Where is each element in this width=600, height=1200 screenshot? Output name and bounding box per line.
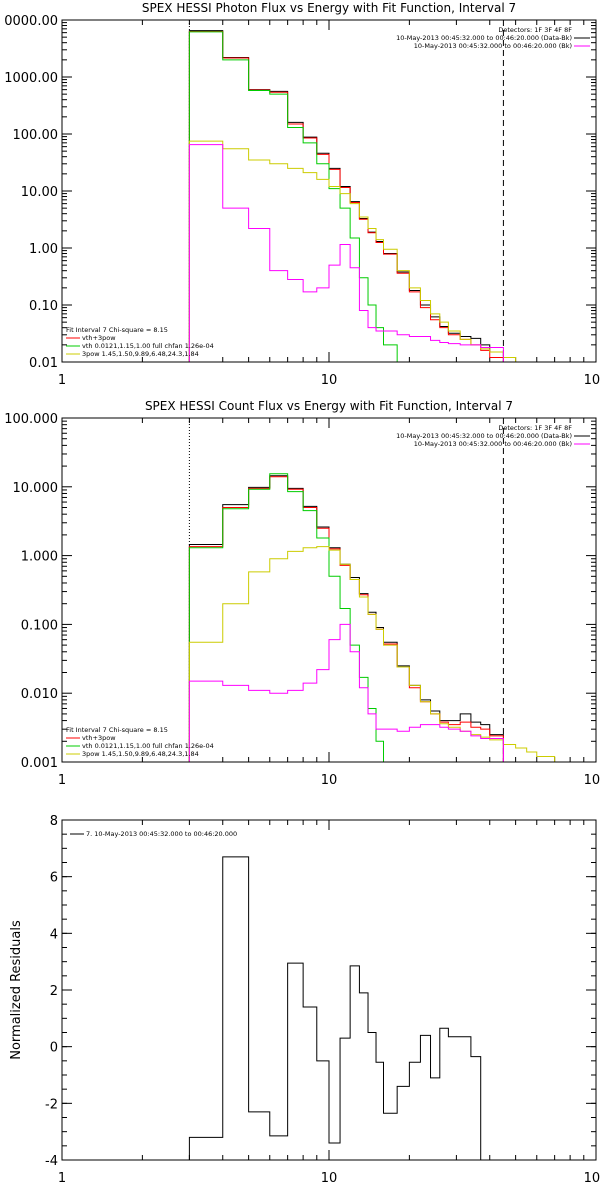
- plot-frame: [61, 417, 597, 763]
- legend-bottom-left-item: vth 0.0121,1.15,1.00 full chfan 1.26e-04: [82, 742, 214, 750]
- y-tick-label: 0000.00: [4, 14, 58, 29]
- y-tick-label: -4: [45, 1154, 58, 1169]
- chart-panel-2: SPEX HESSI Count Flux vs Energy with Fit…: [4, 399, 600, 788]
- legend-top-right-item: Detectors: 1F 3F 4F 8F: [498, 424, 572, 432]
- x-tick-label: 10: [321, 773, 338, 788]
- chart-panel-1: SPEX HESSI Photon Flux vs Energy with Fi…: [4, 1, 600, 388]
- series-3pow: [188, 140, 528, 362]
- y-tick-label: 10.00: [21, 185, 58, 200]
- legend-top-left-item: 7. 10-May-2013 00:45:32.000 to 00:46:20.…: [86, 830, 237, 838]
- legend-bottom-left-item: Fit Interval 7 Chi-square = 8.15: [66, 326, 168, 334]
- series-vth: [188, 473, 398, 762]
- legend-top-right-item: Detectors: 1F 3F 4F 8F: [498, 26, 572, 34]
- legend-top-right-item: 10-May-2013 00:45:32.000 to 00:46:20.000…: [396, 34, 572, 42]
- plot-area: [188, 856, 482, 1160]
- legend-bottom-left-item: Fit Interval 7 Chi-square = 8.15: [66, 726, 168, 734]
- chart-panel-3: 1 10 100 -4 -2 0 2 4 6 8 Normalized Residuals 7. 10…: [9, 814, 600, 1186]
- legend-top-right-item: 10-May-2013 00:45:32.000 to 00:46:20.000…: [396, 432, 572, 440]
- x-tick-label: 10: [321, 1171, 338, 1186]
- y-tick-label: 0.10: [29, 299, 58, 314]
- x-tick-label: 100: [584, 1171, 600, 1186]
- y-tick-label: 0.001: [21, 756, 58, 771]
- series-7-10-may-2013-00-45-32-000-to-00-46-20-000: [188, 856, 482, 1160]
- y-tick-label: 0.01: [29, 356, 58, 371]
- x-tick-label: 1: [58, 1171, 66, 1186]
- y-tick-label: 6: [50, 871, 58, 886]
- series-data-bk: [188, 30, 504, 362]
- x-tick-label: 100: [584, 373, 600, 388]
- chart-title: SPEX HESSI Photon Flux vs Energy with Fi…: [142, 1, 516, 15]
- series-vth: [188, 31, 410, 362]
- series-vth-3pow: [188, 30, 504, 362]
- y-tick-label: 100.00: [13, 128, 59, 143]
- series-bk: [188, 623, 504, 762]
- plot-area: [188, 473, 571, 762]
- plot-frame: [61, 19, 597, 363]
- legend-bottom-left-item: vth+3pow: [82, 334, 116, 342]
- y-tick-label: 0: [50, 1041, 58, 1056]
- y-tick-label: 8: [50, 814, 58, 829]
- series-vth-3pow: [188, 476, 504, 762]
- series-3pow: [188, 546, 571, 762]
- x-tick-label: 100: [584, 773, 600, 788]
- y-tick-label: 100.000: [4, 412, 58, 427]
- y-tick-label: 0.100: [21, 618, 58, 633]
- y-tick-label: 10.000: [13, 481, 59, 496]
- y-axis-label: Normalized Residuals: [9, 920, 24, 1060]
- y-tick-label: 1.000: [21, 550, 58, 565]
- legend-top-right-item: 10-May-2013 00:45:32.000 to 00:46:20.000…: [414, 440, 572, 448]
- x-tick-label: 1: [58, 373, 66, 388]
- legend-bottom-left-item: vth 0.0121,1.15,1.00 full chfan 1.26e-04: [82, 342, 214, 350]
- y-tick-label: 2: [50, 984, 58, 999]
- plot-area: [188, 30, 528, 362]
- legend-bottom-left-item: 3pow 1.45,1.50,9.89,6.48,24.3,1.84: [82, 750, 199, 758]
- x-tick-label: 10: [321, 373, 338, 388]
- y-tick-label: 1000.00: [4, 71, 58, 86]
- series-data-bk: [188, 475, 504, 762]
- chart-title: SPEX HESSI Count Flux vs Energy with Fit…: [145, 399, 513, 413]
- x-tick-label: 1: [58, 773, 66, 788]
- series-bk: [188, 144, 504, 362]
- y-tick-label: 1.00: [29, 242, 58, 257]
- plot-frame: [61, 819, 597, 1161]
- legend-bottom-left-item: 3pow 1.45,1.50,9.89,6.48,24.3,1.84: [82, 350, 199, 358]
- legend-top-right-item: 10-May-2013 00:45:32.000 to 00:46:20.000…: [414, 42, 572, 50]
- y-tick-label: 0.010: [21, 687, 58, 702]
- legend-bottom-left-item: vth+3pow: [82, 734, 116, 742]
- y-tick-label: -2: [45, 1097, 58, 1112]
- y-tick-label: 4: [50, 927, 58, 942]
